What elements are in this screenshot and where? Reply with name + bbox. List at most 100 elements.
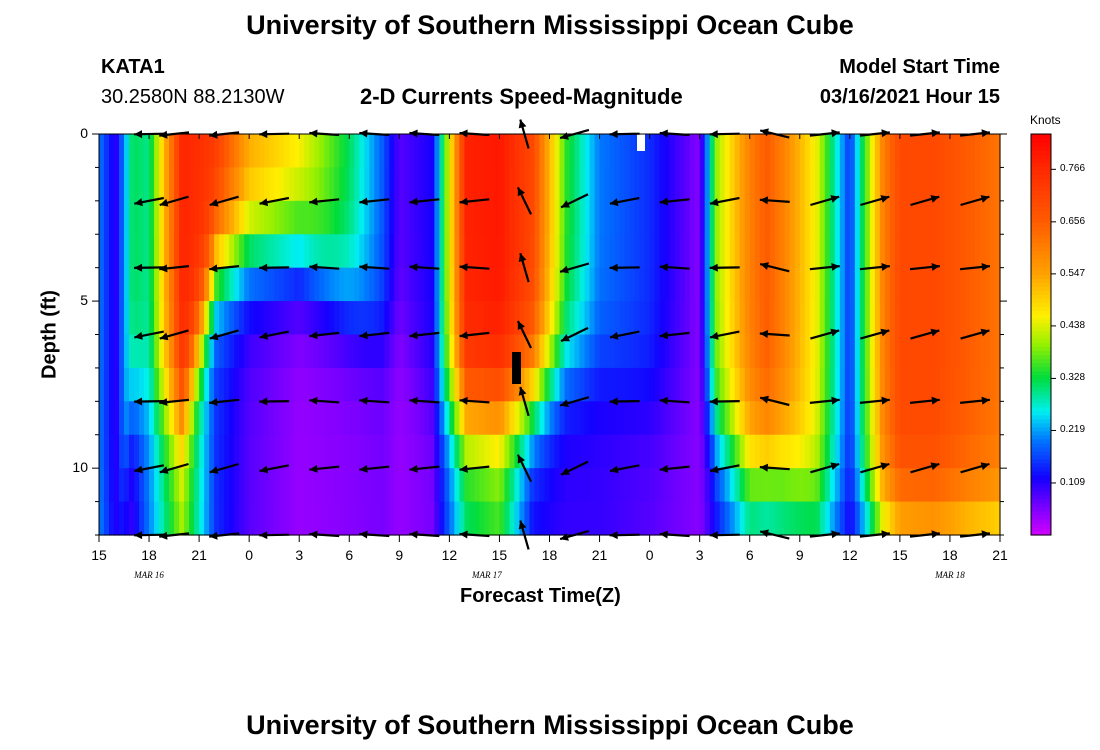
heatmap-cell (719, 367, 726, 402)
heatmap-cell (969, 468, 976, 503)
colorbar-segment (1031, 506, 1051, 512)
heatmap-cell (314, 234, 320, 269)
heatmap-cell (489, 367, 496, 402)
heatmap-cell (844, 234, 851, 269)
heatmap-cell (119, 301, 125, 336)
heatmap-cell (834, 434, 841, 469)
heatmap-cell (244, 134, 250, 169)
heatmap-cell (564, 134, 571, 169)
heatmap-cell (439, 434, 445, 469)
heatmap-cell (724, 367, 731, 402)
heatmap-cell (244, 501, 250, 536)
heatmap-cell (734, 501, 741, 536)
heatmap-cell (469, 234, 476, 269)
heatmap-cell (699, 401, 706, 436)
heatmap-cell (979, 234, 986, 269)
colorbar-tick-label: 0.656 (1060, 215, 1086, 227)
heatmap-cell (529, 301, 536, 336)
heatmap-cell (574, 501, 581, 536)
heatmap-cell (574, 234, 581, 269)
heatmap-cell (384, 267, 390, 302)
heatmap-cell (479, 434, 486, 469)
colorbar-segment (1031, 266, 1051, 271)
heatmap-cell (334, 134, 340, 169)
heatmap-cell (179, 434, 185, 469)
heatmap-cell (849, 468, 856, 503)
x-tick-label: 0 (245, 547, 254, 563)
heatmap-cell (664, 234, 671, 269)
heatmap-cell (194, 334, 200, 369)
heatmap-cell (714, 301, 721, 336)
heatmap-cell (599, 167, 606, 202)
heatmap-cell (524, 468, 531, 503)
heatmap-cell (109, 501, 115, 536)
heatmap-cell (139, 468, 145, 503)
heatmap-cell (409, 468, 415, 503)
heatmap-cell (879, 401, 886, 436)
heatmap-cell (449, 200, 455, 235)
heatmap-cell (464, 401, 471, 436)
heatmap-cell (109, 267, 115, 302)
heatmap-cell (229, 167, 235, 202)
heatmap-cell (264, 167, 270, 202)
colorbar-segment (1031, 250, 1051, 255)
heatmap-cell (619, 501, 626, 536)
x-tick-label: 3 (295, 547, 304, 563)
heatmap-cell (599, 468, 606, 503)
heatmap-cell (199, 267, 205, 302)
heatmap-cell (559, 267, 566, 302)
heatmap-cell (609, 301, 616, 336)
colorbar-segment (1031, 202, 1051, 207)
current-arrow (459, 331, 490, 340)
heatmap-cell (799, 301, 806, 336)
heatmap-cell (334, 334, 340, 369)
heatmap-cell (884, 200, 891, 235)
heatmap-cell (344, 367, 350, 402)
heatmap-cell (439, 501, 445, 536)
heatmap-cell (779, 167, 786, 202)
heatmap-cell (594, 468, 601, 503)
heatmap-cell (769, 234, 776, 269)
heatmap-cell (889, 367, 896, 402)
heatmap-cell (204, 367, 210, 402)
heatmap-cell (774, 434, 781, 469)
heatmap-cell (849, 134, 856, 169)
heatmap-cell (739, 134, 746, 169)
heatmap-cell (884, 367, 891, 402)
current-arrow (309, 331, 340, 340)
heatmap-cell (624, 134, 631, 169)
current-arrow (209, 264, 240, 273)
heatmap-cell (869, 234, 876, 269)
heatmap-cell (639, 501, 646, 536)
heatmap-cell (654, 367, 661, 402)
heatmap-cell (294, 367, 300, 402)
heatmap-cell (689, 167, 696, 202)
heatmap-cell (399, 468, 405, 503)
heatmap-cell (359, 501, 365, 536)
heatmap-cell (574, 267, 581, 302)
heatmap-cell (269, 401, 275, 436)
heatmap-cell (134, 301, 140, 336)
heatmap-cell (839, 167, 846, 202)
heatmap-cell (424, 167, 430, 202)
heatmap-cell (454, 401, 460, 436)
current-arrow (409, 464, 440, 473)
heatmap-cell (584, 401, 591, 436)
current-arrow (759, 395, 790, 407)
heatmap-cell (854, 501, 861, 536)
heatmap-cell (709, 501, 716, 536)
heatmap-cell (924, 301, 931, 336)
heatmap-cell (559, 501, 566, 536)
heatmap-cell (304, 167, 310, 202)
heatmap-cell (324, 200, 330, 235)
heatmap-cell (714, 501, 721, 536)
heatmap-cell (819, 434, 826, 469)
current-arrow (810, 462, 840, 474)
heatmap-cell (324, 434, 330, 469)
heatmap-cell (909, 334, 916, 369)
heatmap-cell (754, 234, 761, 269)
heatmap-cell (129, 367, 135, 402)
heatmap-cell (909, 434, 916, 469)
heatmap-cell (844, 401, 851, 436)
x-tick-label: 15 (892, 547, 908, 563)
